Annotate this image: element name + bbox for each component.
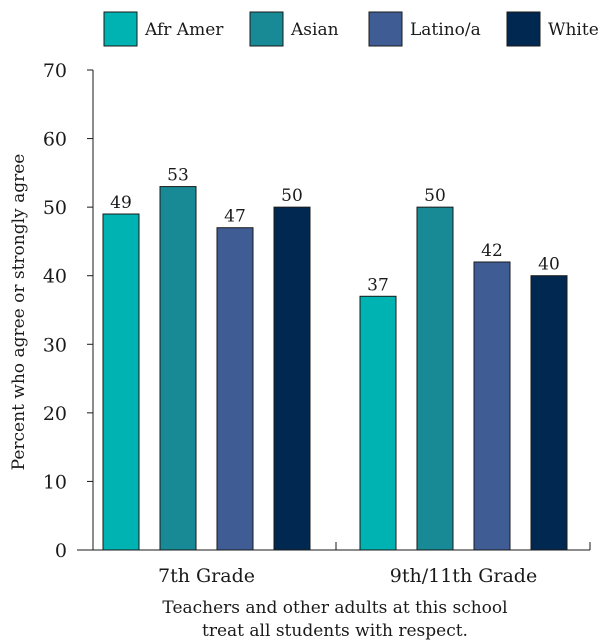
y-tick-label: 20 — [43, 403, 67, 425]
bar-data-label: 40 — [538, 255, 560, 275]
y-tick-label: 50 — [43, 197, 67, 219]
y-tick-label: 40 — [43, 266, 67, 288]
legend-label: Asian — [290, 20, 339, 40]
bar-data-label: 49 — [110, 193, 132, 213]
bar-data-label: 53 — [167, 166, 189, 186]
bar-latino-a-1 — [473, 261, 511, 551]
y-tick-label: 30 — [43, 334, 67, 356]
legend-label: Latino/a — [410, 20, 481, 40]
legend-label: White — [548, 20, 599, 40]
y-axis-label: Percent who agree or strongly agree — [9, 154, 29, 471]
y-axis: 0 10 20 30 40 50 60 70 — [43, 60, 94, 562]
bar-data-label: 50 — [281, 186, 303, 206]
bars — [102, 186, 568, 551]
legend-swatch — [506, 11, 541, 47]
legend-swatch — [368, 11, 403, 47]
bar-afr-amer-0 — [102, 213, 140, 551]
bar-afr-amer-1 — [359, 295, 397, 551]
bar-latino-a-0 — [216, 227, 254, 551]
bar-data-label: 37 — [367, 275, 389, 295]
bar-data-label: 47 — [224, 207, 246, 227]
bar-data-label: 50 — [424, 186, 446, 206]
y-tick-label: 10 — [43, 471, 67, 493]
bar-white-0 — [273, 206, 311, 551]
legend: Afr Amer Asian Latino/a White — [103, 11, 599, 47]
y-tick-label: 0 — [55, 540, 67, 562]
legend-swatch — [249, 11, 284, 47]
bar-data-label: 42 — [481, 241, 503, 261]
x-axis: 7th Grade 9th/11th Grade — [77, 542, 591, 587]
legend-label: Afr Amer — [144, 20, 224, 40]
data-labels: 49 37 53 50 47 42 50 40 — [110, 166, 560, 296]
x-axis-label-line-2: treat all students with respect. — [202, 621, 468, 641]
x-category-label: 7th Grade — [158, 565, 255, 587]
x-axis-label-line-1: Teachers and other adults at this school — [162, 598, 507, 618]
bar-white-1 — [530, 275, 568, 551]
y-tick-label: 70 — [43, 60, 67, 82]
bar-asian-1 — [416, 206, 454, 551]
bar-asian-0 — [159, 186, 197, 551]
legend-swatch — [103, 11, 138, 47]
y-tick-label: 60 — [43, 129, 67, 151]
x-category-label: 9th/11th Grade — [390, 565, 537, 587]
